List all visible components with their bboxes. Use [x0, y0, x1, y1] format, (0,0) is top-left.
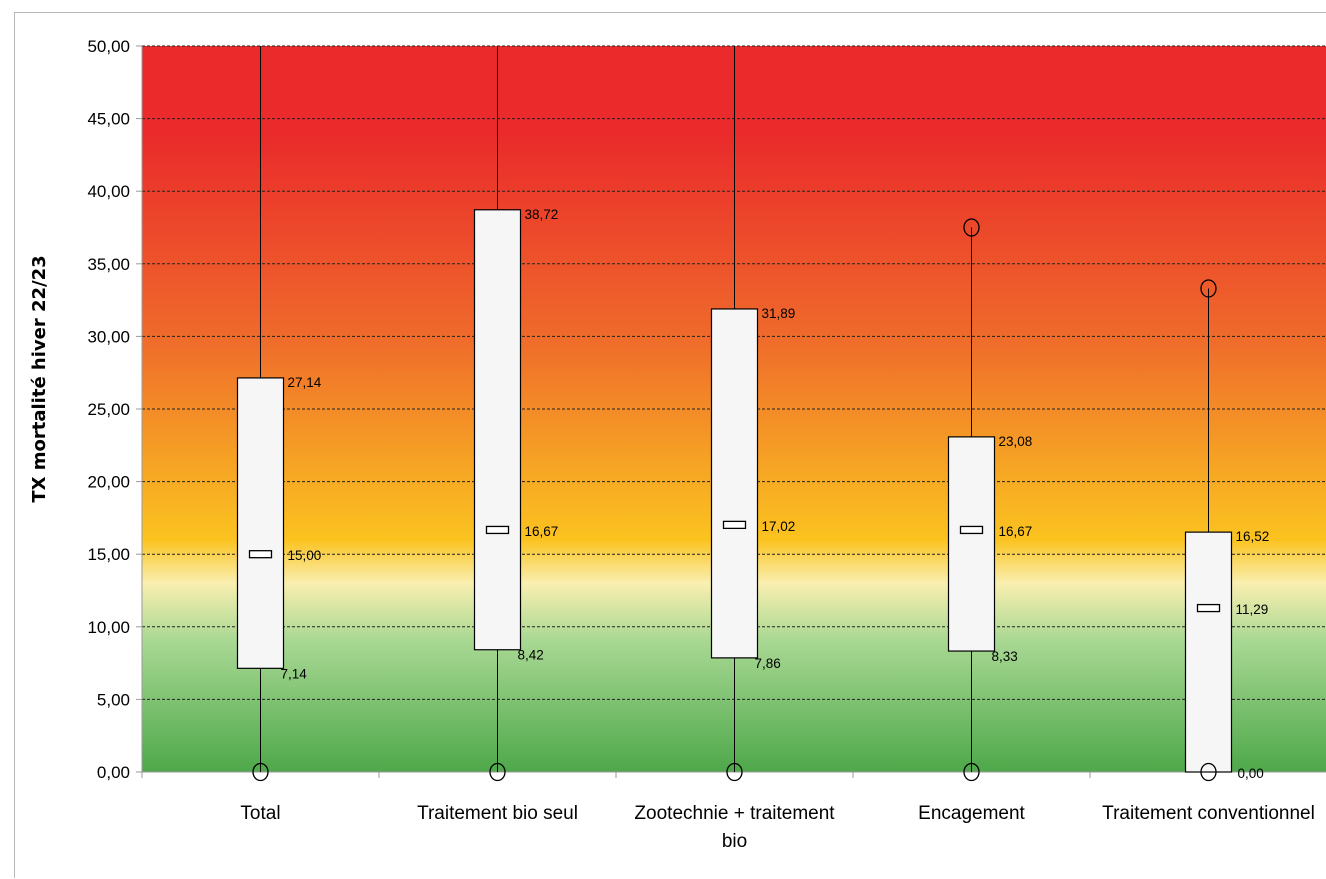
- box-group: 31,89 17,02 7,86: [710, 46, 796, 782]
- box-group: 38,72 16,67 8,42: [473, 46, 559, 782]
- box-iqr: [236, 377, 285, 669]
- outlier-marker: [1200, 279, 1217, 298]
- median-marker: [1196, 603, 1221, 613]
- q3-data-label: 27,14: [288, 375, 322, 390]
- y-tick-label: 5,00: [97, 690, 130, 709]
- median-data-label: 16,67: [999, 524, 1033, 539]
- median-marker: [959, 525, 984, 535]
- x-category-label: Traitement conventionnel: [1102, 803, 1315, 824]
- q1-data-label: 8,33: [992, 649, 1018, 664]
- x-category-label: Encagement: [918, 803, 1025, 824]
- outlier-marker: [252, 762, 269, 782]
- x-category-label: Total: [240, 803, 280, 824]
- x-category-label-line: Traitement conventionnel: [1102, 803, 1315, 824]
- outlier-marker: [963, 762, 980, 782]
- median-data-label: 15,00: [288, 548, 322, 563]
- x-axis: Total Traitement bio seul Zootechnie + tra…: [141, 771, 1326, 852]
- median-marker: [722, 520, 747, 530]
- y-tick-label: 0,00: [97, 763, 130, 782]
- q3-data-label: 38,72: [525, 207, 559, 222]
- box-iqr: [947, 436, 996, 652]
- y-axis: 0,00 5,00 10,00 15,00 20,00 25,00 30,00 35,00 40…: [87, 37, 143, 782]
- median-data-label: 11,29: [1236, 602, 1269, 617]
- box-series: 27,14 15,00 7,14 38,72 16,67 8,42 31,89 17,02 7,…: [236, 46, 1270, 782]
- boxplot-chart: 0,00 5,00 10,00 15,00 20,00 25,00 30,00 35,00 40…: [29, 37, 1326, 852]
- outlier-marker: [726, 762, 743, 782]
- box-group: 16,52 11,29 0,00: [1184, 279, 1270, 782]
- q3-data-label: 16,52: [1236, 529, 1270, 544]
- q1-data-label: 0,00: [1238, 766, 1264, 781]
- outlier-marker: [489, 762, 506, 782]
- q1-data-label: 7,86: [755, 656, 781, 671]
- y-tick-label: 50,00: [87, 37, 130, 56]
- median-marker: [248, 550, 273, 559]
- q3-data-label: 23,08: [999, 434, 1033, 449]
- box-group: 23,08 16,67 8,33: [947, 218, 1033, 782]
- box-iqr: [710, 308, 759, 659]
- q1-data-label: 7,14: [281, 666, 308, 681]
- box-iqr: [473, 209, 522, 651]
- y-tick-label: 20,00: [87, 473, 130, 492]
- outlier-marker: [963, 218, 980, 237]
- x-category-label-line: Encagement: [918, 803, 1025, 824]
- q1-data-label: 8,42: [518, 648, 544, 663]
- x-category-label-line: Total: [240, 803, 280, 824]
- y-tick-label: 15,00: [87, 545, 130, 564]
- y-tick-label: 25,00: [87, 400, 130, 419]
- x-category-label-line: Traitement bio seul: [417, 803, 578, 824]
- y-tick-label: 30,00: [87, 327, 130, 346]
- box-iqr: [1184, 531, 1233, 773]
- chart-frame: 0,00 5,00 10,00 15,00 20,00 25,00 30,00 35,00 40…: [14, 12, 1326, 878]
- x-category-label-line: Zootechnie + traitement: [634, 803, 835, 824]
- median-data-label: 17,02: [762, 519, 796, 534]
- y-axis-title: TX mortalité hiver 22/23: [29, 255, 50, 502]
- x-category-label: Traitement bio seul: [417, 803, 578, 824]
- y-tick-label: 35,00: [87, 255, 130, 274]
- box-group: 27,14 15,00 7,14: [236, 46, 322, 782]
- median-data-label: 16,67: [525, 524, 559, 539]
- q3-data-label: 31,89: [762, 306, 796, 321]
- y-tick-label: 10,00: [87, 618, 130, 637]
- x-category-label-line: bio: [722, 831, 747, 852]
- y-tick-label: 40,00: [87, 182, 130, 201]
- median-marker: [485, 525, 510, 535]
- outlier-marker: [1200, 762, 1217, 782]
- x-category-label: Zootechnie + traitement bio: [634, 803, 835, 852]
- y-tick-label: 45,00: [87, 110, 130, 129]
